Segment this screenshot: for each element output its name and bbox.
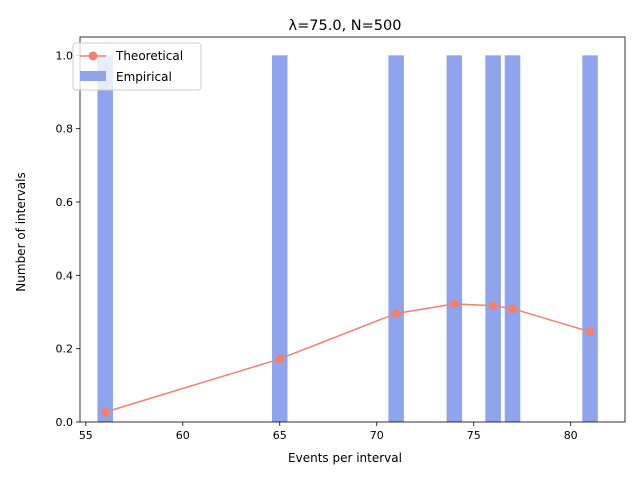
x-tick-label-70: 70	[370, 429, 384, 442]
axes-group: 55 60 65 70 75 80 0.0 0.2 0.4 0.6 0.8 1.0	[56, 36, 626, 442]
theoretical-point-76	[488, 301, 498, 311]
theoretical-series-group	[100, 299, 595, 417]
x-tick-label-75: 75	[467, 429, 481, 442]
y-tick-label-0: 0.0	[56, 416, 74, 429]
bars-group	[97, 55, 598, 422]
x-tick-label-80: 80	[564, 429, 578, 442]
bar-56	[97, 55, 113, 422]
legend-theoretical-label: Theoretical	[115, 49, 183, 63]
legend-empirical-label: Empirical	[116, 70, 172, 84]
theoretical-point-65	[275, 354, 285, 364]
x-tick-label-65: 65	[273, 429, 287, 442]
theoretical-point-74	[449, 299, 459, 309]
bar-71	[388, 55, 404, 422]
x-tick-label-55: 55	[79, 429, 93, 442]
x-tick-label-60: 60	[176, 429, 190, 442]
theoretical-point-81	[585, 327, 595, 337]
bar-77	[504, 55, 521, 422]
y-tick-label-5: 1.0	[56, 49, 74, 62]
y-axis-label: Number of intervals	[14, 172, 28, 291]
theoretical-point-77	[508, 304, 518, 314]
bar-65	[272, 55, 288, 422]
bar-74	[446, 55, 463, 422]
y-tick-label-4: 0.8	[56, 123, 74, 136]
bar-81	[582, 55, 598, 422]
legend-theoretical-marker	[88, 51, 98, 61]
theoretical-point-71	[391, 308, 401, 318]
theoretical-point-56	[100, 407, 110, 417]
bar-76	[485, 55, 501, 422]
plot-frame	[79, 36, 626, 423]
y-tick-label-1: 0.2	[56, 343, 74, 356]
y-tick-label-3: 0.6	[56, 196, 74, 209]
legend: Theoretical Empirical	[72, 42, 202, 91]
legend-empirical-swatch	[80, 71, 106, 81]
y-tick-label-2: 0.4	[56, 269, 74, 282]
x-axis-label: Events per interval	[288, 451, 402, 465]
chart-title: λ=75.0, N=500	[289, 18, 402, 34]
